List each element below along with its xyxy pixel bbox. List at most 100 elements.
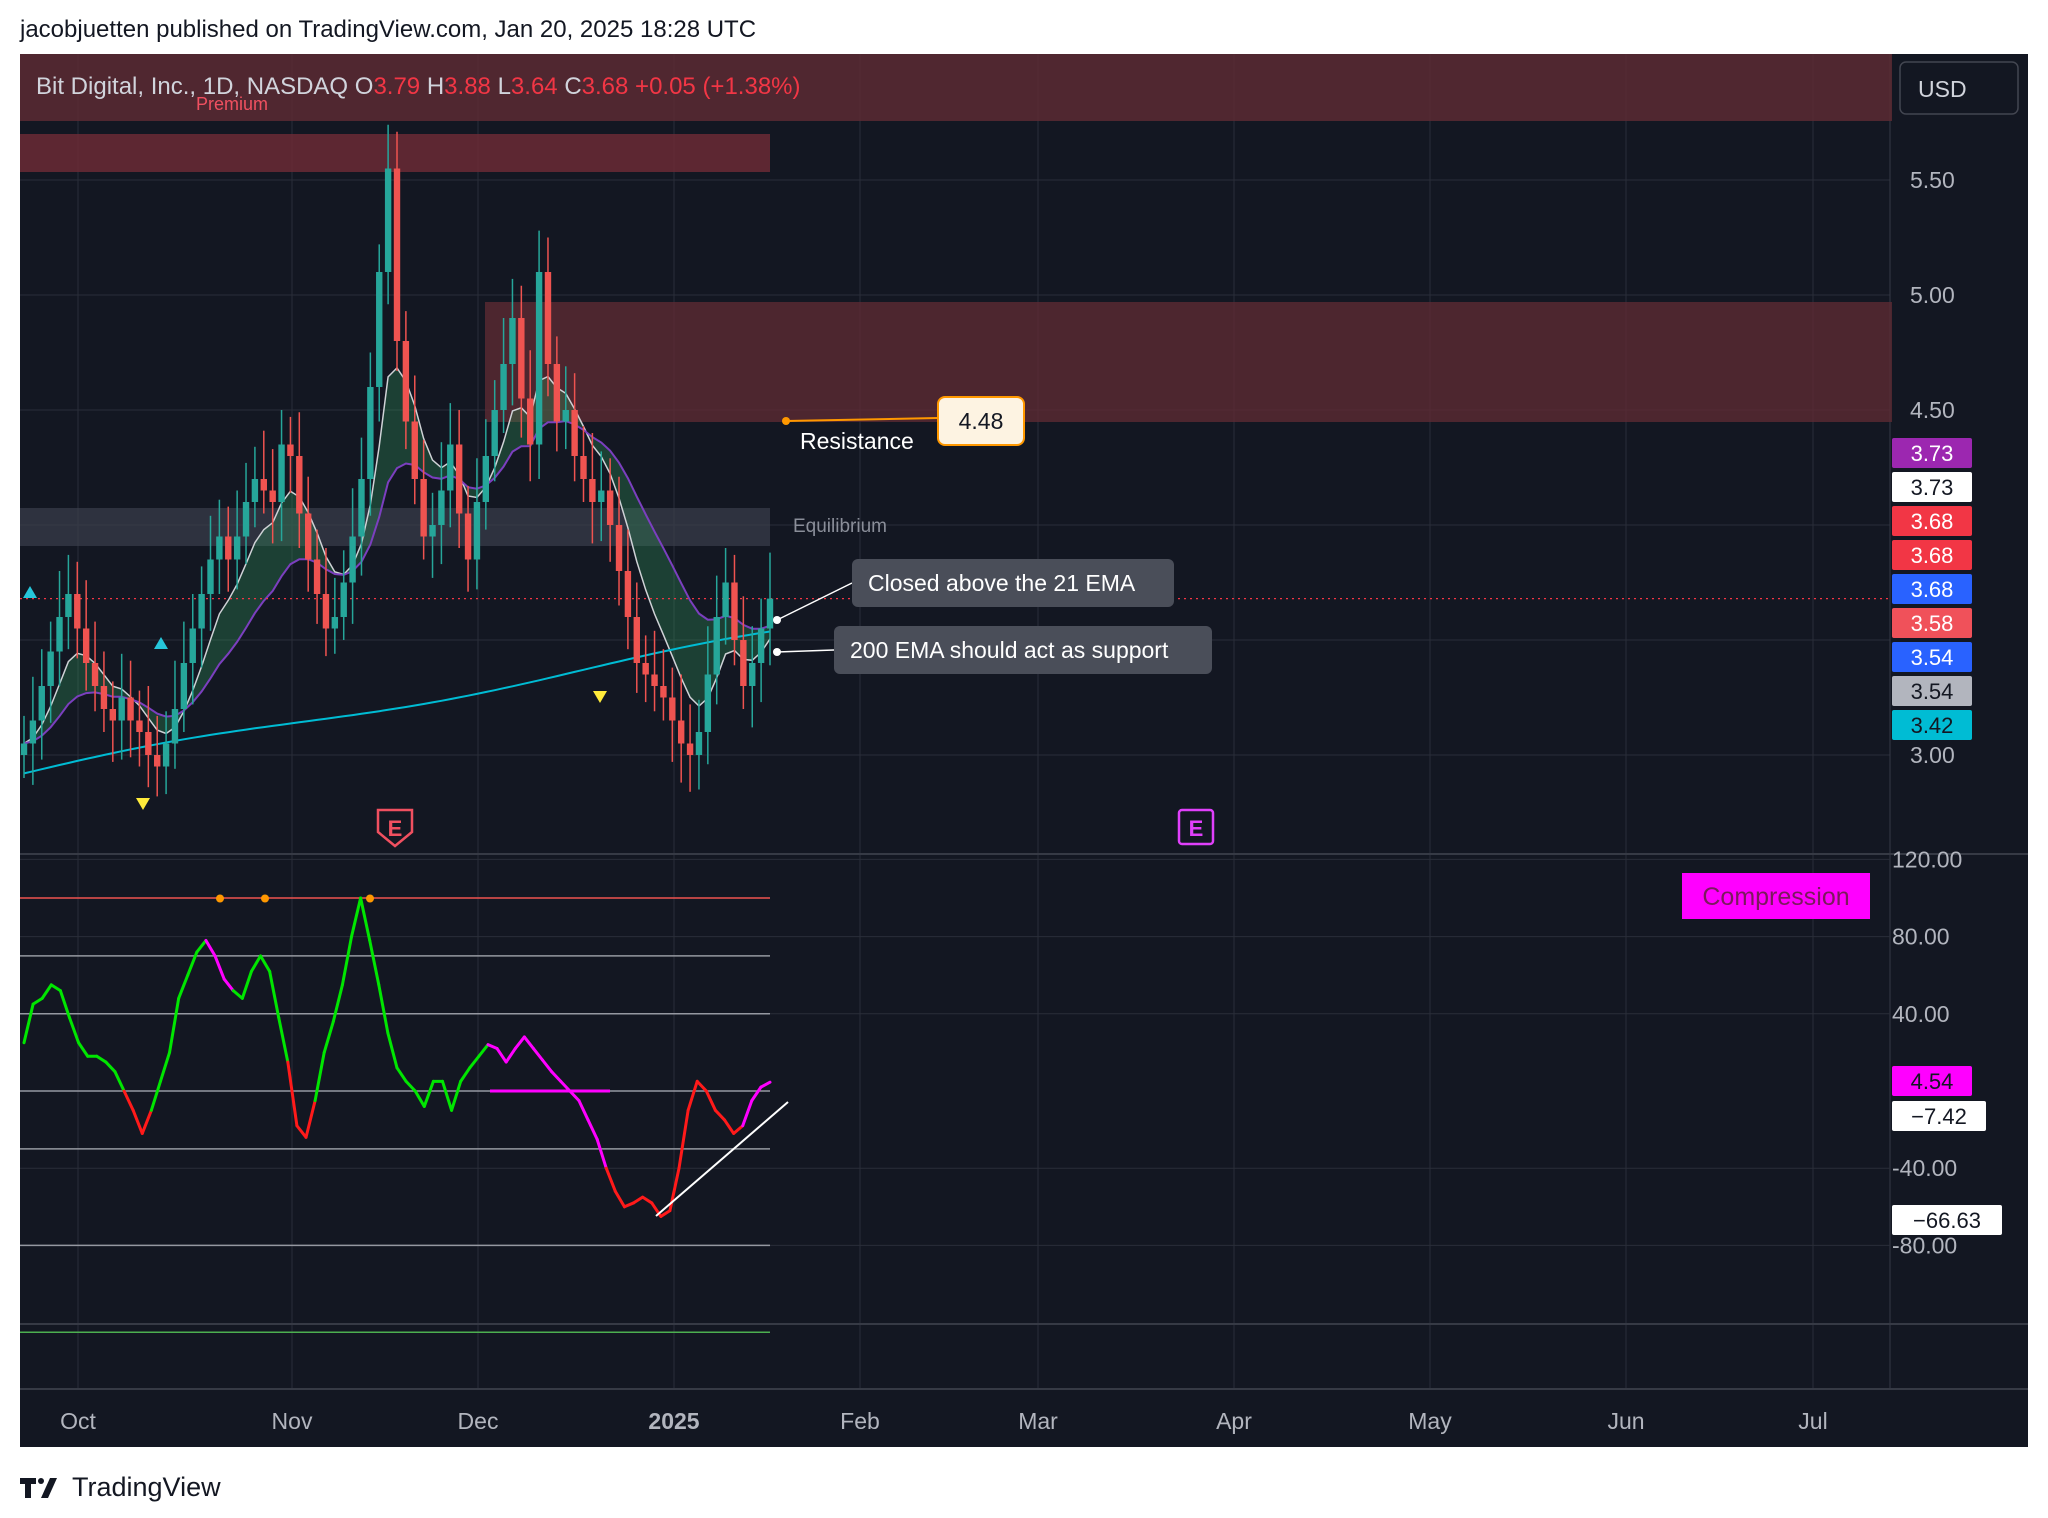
oscillator-segment: [359, 896, 372, 942]
note-21ema-text: Closed above the 21 EMA: [868, 570, 1136, 596]
candle-body: [136, 720, 143, 732]
oscillator-segment: [95, 1054, 108, 1064]
price-tick-label: 5.00: [1910, 282, 1955, 308]
chart-legend: Bit Digital, Inc., 1D, NASDAQ O3.79 H3.8…: [36, 73, 801, 100]
resistance-line: [785, 417, 939, 422]
oscillator-segment: [522, 1035, 535, 1051]
price-tick-label: 3.00: [1910, 742, 1955, 768]
oscillator-segment: [195, 938, 208, 954]
oscillator-segment: [395, 1066, 408, 1083]
zones-layer: [20, 54, 1892, 546]
candle-body: [340, 582, 347, 617]
candle-body: [180, 663, 188, 709]
currency-button-box: [1899, 61, 2019, 115]
candle-body: [731, 582, 738, 640]
candle-body: [331, 617, 339, 629]
chart-frame[interactable]: E E Bit Digital, Inc., 1D, NASDAQ O3.79 H3…: [20, 54, 2028, 1447]
oscillator-segment: [477, 1043, 490, 1058]
oscillator-segment: [22, 1002, 35, 1045]
price-tag: 3.54: [1892, 642, 1972, 672]
candle-body: [38, 686, 45, 721]
osc-value-tag: −66.63: [1892, 1205, 2002, 1235]
price-tag-bg: [1892, 608, 1972, 638]
candle-body: [349, 536, 356, 583]
oscillator-segment: [422, 1079, 435, 1108]
osc-tick-label: 120.00: [1892, 846, 1962, 872]
osc-tick-label: 80.00: [1892, 924, 1950, 950]
note-200ema-text: 200 EMA should act as support: [850, 637, 1169, 663]
oscillator-segment: [559, 1079, 572, 1093]
osc-tag-bg: [1892, 1205, 2002, 1235]
candle-body: [20, 743, 28, 755]
price-tag-value: 3.68: [1911, 509, 1954, 534]
overbought-dot-icon: [216, 894, 224, 903]
candle-body: [233, 536, 241, 560]
candle-body: [757, 628, 765, 663]
candle-body: [242, 502, 250, 537]
candle-body: [216, 536, 223, 560]
candle-body: [740, 640, 747, 686]
oscillator-segment: [122, 1089, 135, 1112]
tradingview-logo-icon: [20, 1478, 57, 1498]
earnings-marker-label: E: [388, 816, 403, 841]
candle-body: [447, 444, 454, 491]
oscillator-segment: [568, 1089, 581, 1103]
price-tag-bg: [1892, 710, 1972, 740]
oscillator-segment: [495, 1047, 508, 1064]
oscillator-segment: [304, 1099, 317, 1139]
oscillator-segment: [277, 1016, 290, 1064]
candle-body: [162, 743, 170, 767]
chart-background: [20, 54, 2028, 1447]
price-tag-bg: [1892, 506, 1972, 536]
candle-body: [278, 444, 285, 502]
price-tag-value: 3.68: [1911, 577, 1954, 602]
candle-body: [429, 525, 436, 537]
ohlc-close: 3.68: [582, 73, 635, 100]
candle-body: [482, 456, 490, 502]
candle-body: [393, 168, 401, 341]
oscillator-segment: [577, 1099, 590, 1122]
note-21ema-anchor: [773, 616, 781, 624]
candle-body: [225, 536, 232, 560]
price-tag-value: 3.73: [1911, 441, 1954, 466]
oscillator-segment: [595, 1137, 608, 1170]
candle-body: [100, 686, 108, 709]
ohlc-low: 3.64: [511, 73, 564, 100]
time-tick-label: 2025: [648, 1408, 699, 1434]
candle-body: [615, 525, 623, 571]
candle-body: [598, 490, 605, 502]
oscillator-segment: [231, 989, 244, 1000]
price-tag-value: 3.73: [1911, 475, 1954, 500]
currency-button[interactable]: USD: [1899, 61, 2019, 115]
note-21ema-box: [852, 559, 1174, 607]
price-tag-value: 3.54: [1911, 645, 1954, 670]
oscillator-segment: [632, 1195, 645, 1205]
resistance-label: Resistance: [800, 428, 914, 454]
candle-body: [677, 720, 685, 744]
price-tag: 3.68: [1892, 506, 1972, 536]
oscillator-segment: [31, 996, 44, 1006]
candle-body: [322, 594, 330, 629]
candle-body: [189, 628, 196, 663]
ohlc-h-label: H: [427, 73, 444, 100]
tradingview-brand: TradingView: [72, 1471, 221, 1502]
candle-body: [606, 490, 614, 525]
buy-signal-icon: [23, 586, 37, 598]
oscillator-segment: [240, 969, 253, 1000]
oscillator-segment: [249, 954, 263, 973]
time-tick-label: Mar: [1018, 1408, 1058, 1434]
candle-body: [527, 398, 534, 445]
oscillator-segment: [723, 1118, 736, 1135]
candle-body: [47, 651, 54, 686]
candle-body: [633, 617, 640, 663]
candle-body: [509, 318, 516, 364]
price-tags-layer: 3.73 3.73 3.68 3.68 3.68 3.58 3.54 3.54 3.42 4.54…: [1892, 438, 2002, 1235]
price-tag-value: 3.68: [1911, 543, 1954, 568]
premium-zone: [20, 134, 770, 172]
oscillator-segment: [259, 954, 272, 973]
candle-body: [145, 732, 152, 755]
candle-body: [571, 410, 578, 456]
candle-body: [65, 594, 72, 617]
